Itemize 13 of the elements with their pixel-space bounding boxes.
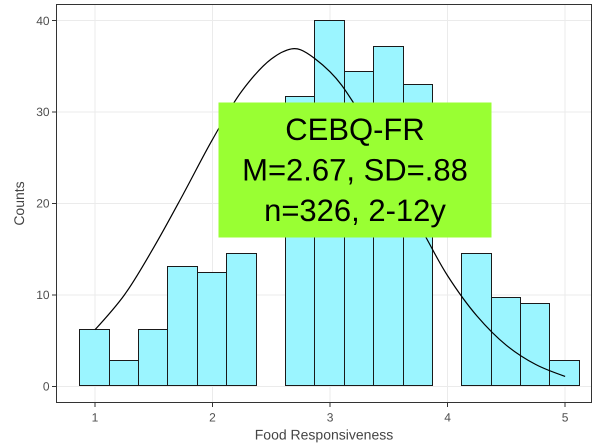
x-tick-label: 4: [444, 410, 452, 424]
y-tick-label: 30: [36, 105, 50, 120]
x-tick-label: 1: [92, 410, 99, 424]
annotation: CEBQ-FR M=2.67, SD=.88 n=326, 2-12y: [242, 112, 468, 228]
y-axis-title: Counts: [10, 181, 27, 226]
y-tick-label: 40: [36, 14, 50, 28]
y-tick-label: 0: [42, 380, 50, 394]
x-axis-title: Food Responsiveness: [254, 426, 394, 443]
y-tick-label: 10: [36, 288, 50, 302]
x-tick-label: 2: [209, 410, 216, 424]
y-tick-label: 20: [36, 196, 50, 211]
x-tick-label: 3: [326, 410, 334, 424]
x-tick-label: 5: [562, 410, 569, 424]
